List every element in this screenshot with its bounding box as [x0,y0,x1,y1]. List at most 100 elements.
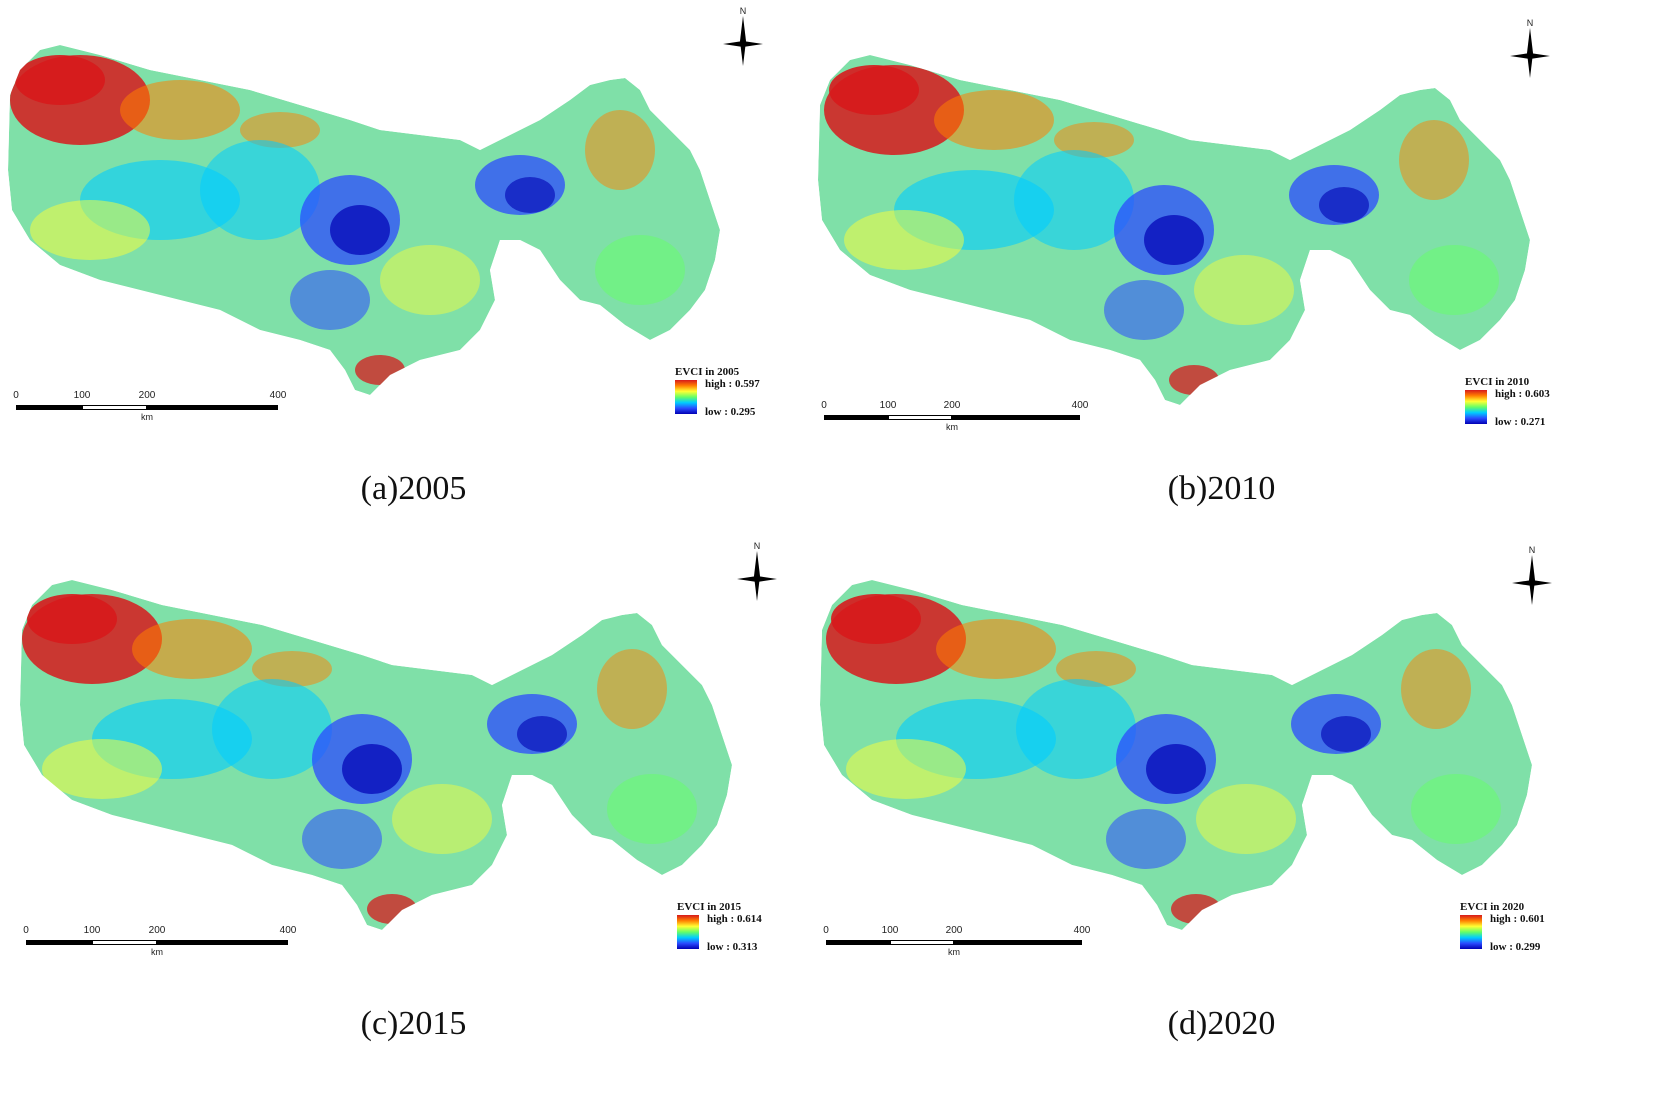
scale-bar: 0 100 200 400 km [20,925,320,965]
scale-tick: 200 [148,925,166,936]
evci-zone [27,594,117,644]
legend-low: low : 0.271 [1495,416,1546,428]
legend-high: high : 0.601 [1490,913,1545,925]
evci-zone [355,355,405,385]
scale-segment [888,415,952,420]
evci-zone [1401,649,1471,729]
evci-zone [1106,809,1186,869]
north-label: N [739,6,747,16]
scale-tick: 100 [881,925,899,936]
scale-segment [147,405,278,410]
scale-segment [82,405,147,410]
evci-zone [585,110,655,190]
legend-low: low : 0.295 [705,406,756,418]
legend-color-ramp [675,380,697,414]
evci-zone [1014,150,1134,250]
legend: EVCI in 2005 high : 0.597 low : 0.295 [675,366,815,436]
scale-segment [824,415,888,420]
north-arrow-icon: N [1502,545,1562,615]
evci-zone [1321,716,1371,752]
scale-tick: 200 [945,925,963,936]
evci-zone [1409,245,1499,315]
evci-map-b [818,55,1530,405]
evci-zone [302,809,382,869]
legend-high: high : 0.614 [707,913,762,925]
evci-zone [380,245,480,315]
caption-b: (b)2010 [1167,470,1276,507]
scale-tick: 0 [23,925,29,936]
north-label: N [1526,18,1534,28]
scale-bar: 0 100 200 400 km [818,400,1118,440]
evci-zone [1319,187,1369,223]
caption-a: (a)2005 [360,470,467,507]
evci-zone [1169,365,1219,395]
evci-zone [1146,744,1206,794]
evci-zone [342,744,402,794]
legend-low: low : 0.299 [1490,941,1541,953]
evci-zone [1194,255,1294,325]
legend: EVCI in 2020 high : 0.601 low : 0.299 [1460,901,1600,971]
scale-tick: 100 [73,390,91,401]
legend-title: EVCI in 2005 [675,366,740,378]
evci-zone [844,210,964,270]
evci-zone [517,716,567,752]
evci-zone [290,270,370,330]
evci-zone [30,200,150,260]
legend-title: EVCI in 2010 [1465,376,1530,388]
caption-c: (c)2015 [360,1005,467,1042]
evci-zone [1196,784,1296,854]
scale-unit: km [948,947,960,957]
scale-segment [952,415,1080,420]
north-label: N [1528,545,1536,555]
scale-tick: 200 [138,390,156,401]
scale-tick: 400 [1071,400,1089,411]
evci-map-a [8,45,720,395]
evci-map-d [820,580,1532,930]
evci-zone [1399,120,1469,200]
map-raster [820,580,1532,930]
legend-color-ramp [677,915,699,949]
evci-map-c [20,580,732,930]
evci-zone [15,55,105,105]
scale-unit: km [946,422,958,432]
scale-tick: 0 [13,390,19,401]
caption-d: (d)2020 [1167,1005,1276,1042]
map-panel-c: N 0 100 200 400 km EVCI in 2015 high : 0… [12,535,839,1090]
scale-segment [92,940,157,945]
scale-unit: km [151,947,163,957]
map-raster [8,45,720,395]
scale-segment [157,940,288,945]
scale-tick: 400 [269,390,287,401]
scale-tick: 100 [83,925,101,936]
evci-zone [936,619,1056,679]
evci-zone [200,140,320,240]
evci-zone [1411,774,1501,844]
scale-tick: 400 [279,925,297,936]
scale-tick: 200 [943,400,961,411]
scale-segment [826,940,890,945]
evci-zone [1104,280,1184,340]
evci-zone [829,65,919,115]
evci-zone [212,679,332,779]
legend-color-ramp [1460,915,1482,949]
evci-zone [934,90,1054,150]
evci-zone [1016,679,1136,779]
evci-zone [607,774,697,844]
legend: EVCI in 2010 high : 0.603 low : 0.271 [1465,376,1605,446]
evci-zone [831,594,921,644]
evci-zone [1056,651,1136,687]
evci-zone [1054,122,1134,158]
legend-color-ramp [1465,390,1487,424]
scale-unit: km [141,412,153,422]
evci-zone [330,205,390,255]
evci-zone [595,235,685,305]
scale-segment [890,940,954,945]
scale-tick: 0 [821,400,827,411]
scale-segment [16,405,82,410]
evci-zone [846,739,966,799]
scale-tick: 400 [1073,925,1091,936]
evci-zone [367,894,417,924]
north-arrow-icon: N [1500,18,1560,88]
evci-zone [1171,894,1221,924]
map-raster [818,55,1530,405]
